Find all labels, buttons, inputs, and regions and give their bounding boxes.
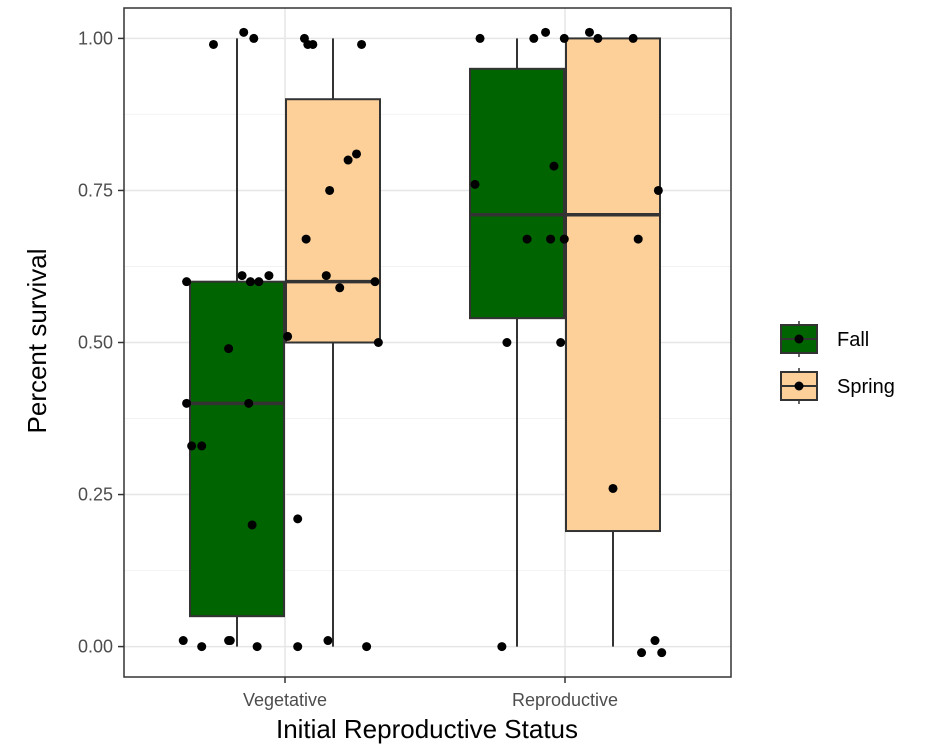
data-point — [197, 642, 207, 652]
data-point — [182, 398, 192, 408]
data-point — [293, 642, 303, 652]
data-point — [293, 514, 303, 524]
data-point — [502, 338, 512, 347]
box-fall — [189, 280, 285, 618]
boxes — [189, 37, 661, 647]
y-tick-label: 0.50 — [78, 333, 113, 353]
y-tick-label: 0.25 — [78, 485, 113, 505]
data-point — [182, 277, 192, 287]
legend-label-fall: Fall — [837, 329, 869, 351]
data-point — [245, 277, 255, 287]
data-point — [637, 648, 647, 658]
data-point — [187, 441, 197, 451]
data-point — [475, 33, 485, 43]
data-point — [308, 39, 318, 49]
data-point — [657, 648, 667, 658]
legend-label-spring: Spring — [837, 376, 895, 398]
data-point — [628, 33, 638, 43]
data-point — [522, 234, 532, 244]
data-point — [249, 33, 259, 43]
data-point — [323, 636, 333, 646]
data-point — [178, 636, 188, 646]
data-point — [301, 234, 311, 244]
data-point — [497, 642, 507, 652]
data-point — [373, 338, 383, 347]
data-point — [653, 185, 663, 195]
data-point — [352, 149, 362, 159]
data-point — [208, 39, 218, 49]
data-point — [370, 277, 380, 287]
data-point — [343, 155, 353, 165]
data-point — [362, 642, 372, 652]
data-point — [252, 642, 262, 652]
data-point — [541, 27, 551, 37]
x-tick-label: Vegetative — [243, 690, 327, 710]
legend-key-point — [794, 381, 804, 391]
x-axis-title: Initial Reproductive Status — [276, 714, 578, 744]
axes: 0.00 0.25 0.50 0.75 1.00 Vegetative Reproducti… — [78, 28, 618, 710]
data-point — [197, 441, 207, 451]
y-tick-label: 0.75 — [78, 180, 113, 200]
data-points — [178, 27, 667, 658]
data-point — [247, 520, 257, 530]
data-point — [650, 636, 660, 646]
data-point — [283, 331, 293, 341]
box-fall — [469, 67, 565, 320]
legend-key-point — [794, 334, 804, 344]
y-axis-title: Percent survival — [22, 249, 52, 434]
y-tick-label: 1.00 — [78, 28, 113, 48]
data-point — [254, 277, 264, 287]
data-point — [239, 27, 249, 37]
data-point — [357, 39, 367, 49]
data-point — [556, 338, 566, 347]
data-point — [546, 234, 556, 244]
data-point — [237, 271, 247, 281]
data-point — [529, 33, 539, 43]
box-spring — [285, 98, 381, 344]
box-spring — [565, 37, 661, 533]
data-point — [549, 161, 559, 171]
y-tick-label: 0.00 — [78, 637, 113, 657]
x-tick-label: Reproductive — [512, 690, 618, 710]
data-point — [559, 234, 569, 244]
data-point — [335, 283, 345, 293]
data-point — [470, 179, 480, 189]
data-point — [244, 398, 254, 408]
data-point — [264, 271, 274, 281]
data-point — [225, 636, 235, 646]
data-point — [325, 185, 335, 195]
data-point — [633, 234, 643, 244]
data-point — [321, 271, 331, 281]
data-point — [584, 27, 594, 37]
data-point — [608, 483, 618, 493]
data-point — [224, 344, 234, 354]
data-point — [559, 33, 569, 43]
data-point — [593, 33, 603, 43]
legend: Fall Spring — [780, 321, 895, 404]
